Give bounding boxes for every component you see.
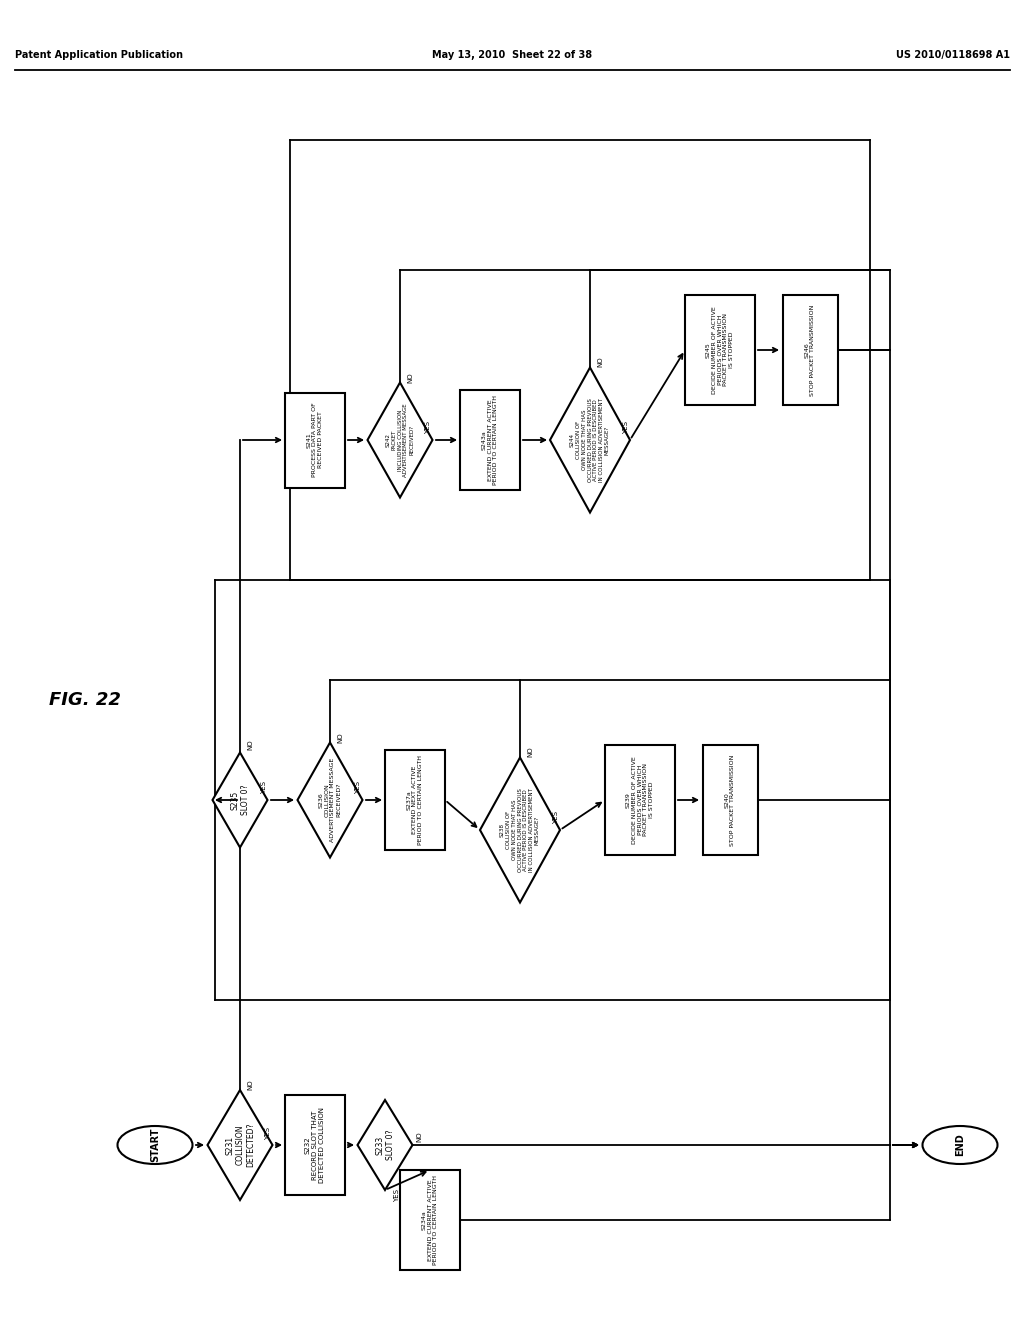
Bar xyxy=(400,1170,460,1270)
Bar xyxy=(685,294,755,405)
Text: NO: NO xyxy=(407,372,413,383)
Text: NO: NO xyxy=(597,356,603,367)
Text: S243a
EXTEND CURRENT ACTIVE
PERIOD TO CERTAIN LENGTH: S243a EXTEND CURRENT ACTIVE PERIOD TO CE… xyxy=(481,395,499,484)
Text: S240
STOP PACKET TRANSMISSION: S240 STOP PACKET TRANSMISSION xyxy=(725,754,735,846)
Text: YES: YES xyxy=(261,781,267,795)
Text: START: START xyxy=(150,1127,160,1162)
Text: YES: YES xyxy=(265,1126,271,1139)
Text: S241
PROCESS DATA PART OF
RECEIVED PACKET: S241 PROCESS DATA PART OF RECEIVED PACKE… xyxy=(307,403,324,478)
Polygon shape xyxy=(550,367,630,512)
Text: S232
RECORD SLOT THAT
DETECTED COLLISION: S232 RECORD SLOT THAT DETECTED COLLISION xyxy=(305,1107,325,1183)
Polygon shape xyxy=(368,383,432,498)
Text: S242
PACKET
INCLUDING COLLISION
ADVERTISEMENT MESSAGE
RECEIVED?: S242 PACKET INCLUDING COLLISION ADVERTIS… xyxy=(386,403,414,477)
Polygon shape xyxy=(208,1090,272,1200)
Ellipse shape xyxy=(118,1126,193,1164)
Polygon shape xyxy=(357,1100,413,1191)
Polygon shape xyxy=(213,752,267,847)
Text: YES: YES xyxy=(394,1188,400,1201)
Text: S239
DECIDE NUMBER OF ACTIVE
PERIODS OVER WHICH
PACKET TRANSMISSION
IS STOPPED: S239 DECIDE NUMBER OF ACTIVE PERIODS OVE… xyxy=(626,756,654,843)
Text: S233
SLOT 0?: S233 SLOT 0? xyxy=(376,1130,394,1160)
Text: May 13, 2010  Sheet 22 of 38: May 13, 2010 Sheet 22 of 38 xyxy=(432,50,592,59)
Bar xyxy=(285,1096,345,1195)
Text: NO: NO xyxy=(337,733,343,743)
Text: YES: YES xyxy=(355,781,361,795)
Text: S238
COLLISION OF
OWN NODE THAT HAS
OCCURRED DURING PREVIOUS
ACTIVE PERIOD IS DE: S238 COLLISION OF OWN NODE THAT HAS OCCU… xyxy=(500,788,540,873)
Text: S237a
EXTEND NEXT ACTIVE
PERIOD TO CERTAIN LENGTH: S237a EXTEND NEXT ACTIVE PERIOD TO CERTA… xyxy=(407,755,423,845)
Text: S235
SLOT 0?: S235 SLOT 0? xyxy=(230,785,250,816)
Bar xyxy=(385,750,445,850)
Text: Patent Application Publication: Patent Application Publication xyxy=(15,50,183,59)
Bar xyxy=(702,744,758,855)
Polygon shape xyxy=(298,742,362,858)
Bar xyxy=(285,392,345,487)
Text: S231
COLLISION
DETECTED?: S231 COLLISION DETECTED? xyxy=(225,1123,255,1167)
Text: S245
DECIDE NUMBER OF ACTIVE
PERIODS OVER WHICH
PACKET TRANSMISSION
IS STOPPED: S245 DECIDE NUMBER OF ACTIVE PERIODS OVE… xyxy=(706,306,734,393)
Polygon shape xyxy=(480,758,560,903)
Text: FIG. 22: FIG. 22 xyxy=(49,690,121,709)
Text: US 2010/0118698 A1: US 2010/0118698 A1 xyxy=(896,50,1010,59)
Text: NO: NO xyxy=(247,1080,253,1090)
Ellipse shape xyxy=(923,1126,997,1164)
Text: S236
COLLISION
ADVERTISEMENT MESSAGE
RECEIVED?: S236 COLLISION ADVERTISEMENT MESSAGE REC… xyxy=(318,758,341,842)
Bar xyxy=(460,389,520,490)
Text: END: END xyxy=(955,1134,965,1156)
Text: S244
COLLISION OF
OWN NODE THAT HAS
OCCURRED DURING PREVIOUS
ACTIVE PERIOD IS DE: S244 COLLISION OF OWN NODE THAT HAS OCCU… xyxy=(570,399,610,482)
Text: S246
STOP PACKET TRANSMISSION: S246 STOP PACKET TRANSMISSION xyxy=(805,305,815,396)
Text: NO: NO xyxy=(527,747,534,758)
Text: YES: YES xyxy=(623,421,629,434)
Text: NO: NO xyxy=(247,739,253,750)
Text: YES: YES xyxy=(425,421,431,434)
Text: YES: YES xyxy=(553,812,559,825)
Bar xyxy=(782,294,838,405)
Text: NO: NO xyxy=(416,1131,422,1142)
Text: S234a
EXTEND CURRENT ACTIVE
PERIOD TO CERTAIN LENGTH: S234a EXTEND CURRENT ACTIVE PERIOD TO CE… xyxy=(422,1175,438,1265)
Bar xyxy=(605,744,675,855)
